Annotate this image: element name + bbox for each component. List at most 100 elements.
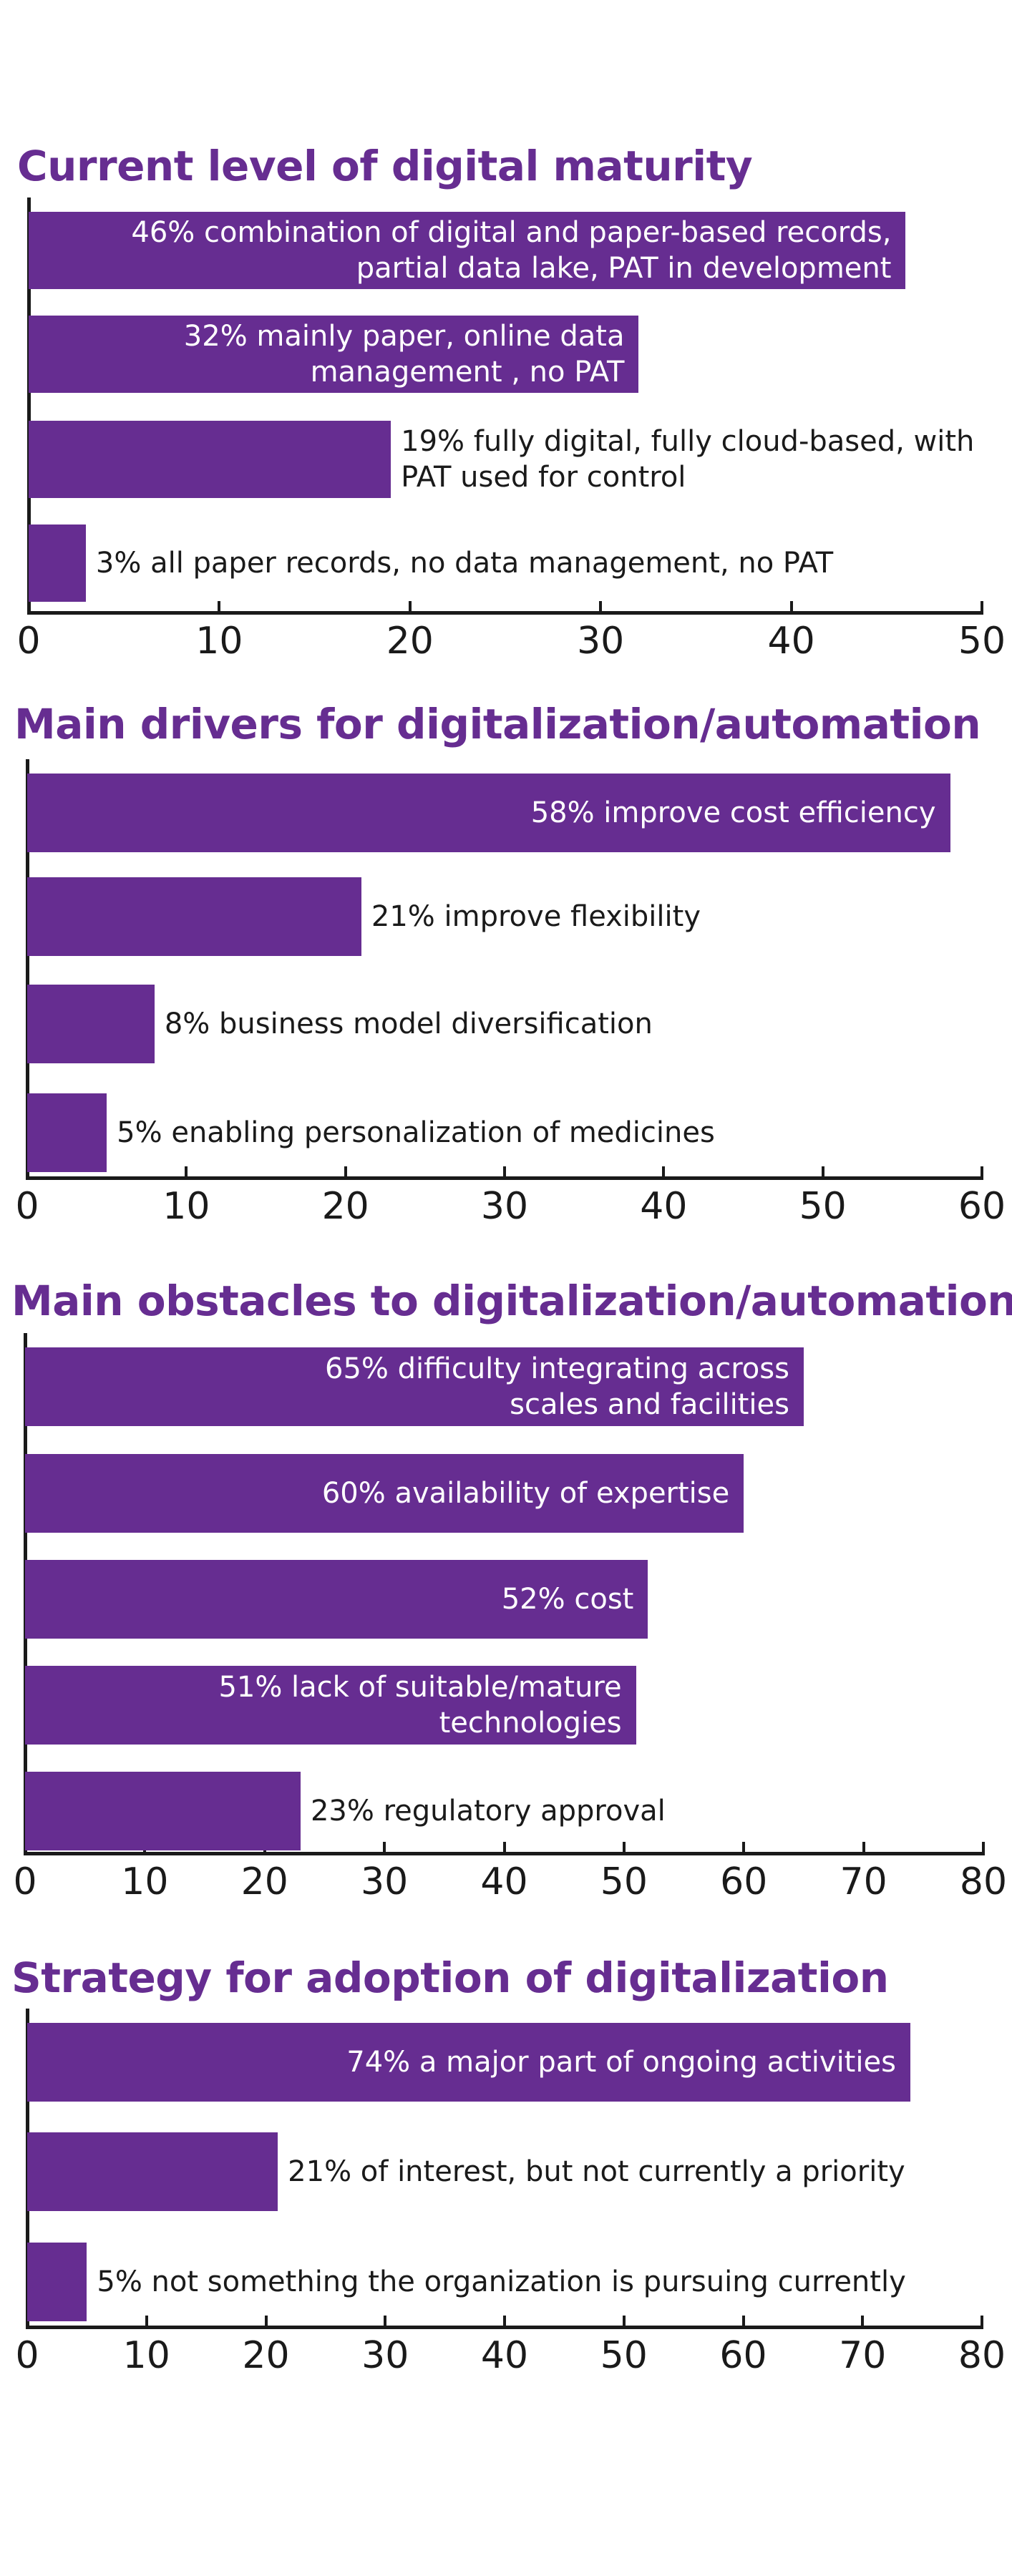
chart-panel: Main drivers for digitalization/automati…: [0, 0, 1012, 1228]
bar: [27, 877, 361, 956]
x-tick-label: 30: [577, 620, 625, 663]
x-tick-mark: [264, 2316, 268, 2328]
x-tick-mark: [26, 2316, 29, 2328]
x-tick-mark: [789, 601, 793, 614]
bar-label: 21% improve flexibility: [371, 900, 701, 933]
x-tick-label: 50: [958, 620, 1006, 663]
x-tick-label: 20: [321, 1185, 369, 1228]
x-tick-mark: [981, 601, 983, 614]
x-tick-mark: [344, 1166, 347, 1179]
chart-title: Current level of digital maturity: [17, 142, 753, 190]
bar-label: 5% not something the organization is pur…: [97, 2265, 906, 2298]
bar-label: 51% lack of suitable/mature technologies: [218, 1671, 622, 1740]
chart-panel: Strategy for adoption of digitalization 0…: [0, 0, 1012, 2377]
x-tick-label: 70: [839, 2334, 887, 2377]
x-tick-label: 10: [195, 620, 243, 663]
x-tick-mark: [503, 1166, 506, 1179]
x-tick-mark: [408, 601, 412, 614]
bar: [27, 2023, 910, 2102]
x-tick-label: 10: [162, 1185, 210, 1228]
x-tick-label: 50: [600, 1860, 648, 1903]
x-tick-mark: [185, 1166, 188, 1179]
x-tick-mark: [662, 1166, 666, 1179]
chart-title: Main obstacles to digitalization/automat…: [11, 1277, 1012, 1325]
x-tick-label: 70: [840, 1860, 887, 1903]
bar-label: 58% improve cost efficiency: [530, 796, 936, 829]
bar: [25, 1560, 648, 1639]
x-tick-label: 30: [480, 1185, 529, 1228]
x-tick-mark: [982, 1842, 985, 1855]
chart-panel: Main obstacles to digitalization/automat…: [0, 0, 1012, 1903]
x-tick-label: 30: [361, 1860, 409, 1903]
x-tick-mark: [502, 1842, 506, 1855]
x-axis-line: [27, 611, 983, 615]
chart-title: Main drivers for digitalization/automati…: [14, 700, 981, 748]
x-tick-label: 0: [15, 2334, 39, 2377]
bar-label: 21% of interest, but not currently a pri…: [288, 2155, 905, 2188]
bar-label: 5% enabling personalization of medicines: [117, 1116, 715, 1149]
x-tick-label: 20: [386, 620, 434, 663]
chart-title: Strategy for adoption of digitalization: [11, 1953, 889, 2002]
bar: [29, 525, 86, 602]
bar-label: 65% difficulty integrating across scales…: [325, 1352, 789, 1421]
bar-label: 19% fully digital, fully cloud-based, wi…: [401, 425, 975, 494]
x-tick-label: 20: [240, 1860, 288, 1903]
x-tick-mark: [622, 2316, 626, 2328]
x-tick-mark: [145, 2316, 148, 2328]
bar: [25, 1772, 301, 1850]
x-tick-mark: [742, 1842, 746, 1855]
x-tick-mark: [981, 2316, 983, 2328]
bar: [25, 1454, 744, 1533]
bar: [25, 1347, 804, 1426]
x-tick-label: 40: [480, 1860, 528, 1903]
x-tick-label: 80: [958, 2334, 1006, 2377]
x-tick-mark: [741, 2316, 745, 2328]
x-tick-mark: [981, 1166, 983, 1179]
x-tick-label: 0: [13, 1860, 37, 1903]
x-tick-label: 40: [480, 2334, 529, 2377]
x-tick-label: 40: [767, 620, 815, 663]
x-tick-label: 60: [720, 1860, 768, 1903]
x-tick-label: 60: [719, 2334, 767, 2377]
x-tick-mark: [861, 2316, 865, 2328]
x-tick-label: 10: [121, 1860, 169, 1903]
y-axis-line: [26, 759, 29, 1179]
bar-label: 8% business model diversification: [164, 1008, 653, 1040]
x-tick-label: 40: [640, 1185, 688, 1228]
x-tick-label: 60: [958, 1185, 1006, 1228]
x-tick-mark: [821, 1166, 824, 1179]
x-tick-mark: [862, 1842, 865, 1855]
x-tick-label: 10: [122, 2334, 170, 2377]
bar: [29, 421, 391, 498]
x-tick-label: 20: [242, 2334, 290, 2377]
bar-label: 32% mainly paper, online data management…: [183, 320, 625, 389]
x-tick-mark: [384, 2316, 387, 2328]
x-tick-label: 0: [16, 620, 41, 663]
x-tick-mark: [383, 1842, 386, 1855]
x-tick-mark: [218, 601, 221, 614]
bar: [27, 1093, 107, 1172]
bar: [25, 1666, 636, 1745]
x-tick-label: 0: [15, 1185, 39, 1228]
x-tick-label: 80: [959, 1860, 1008, 1903]
bar-label: 74% a major part of ongoing activities: [346, 2046, 896, 2079]
bar: [27, 774, 950, 852]
x-tick-mark: [622, 1842, 626, 1855]
bar-label: 46% combination of digital and paper-bas…: [131, 216, 892, 285]
x-tick-label: 30: [361, 2334, 409, 2377]
bar: [29, 212, 906, 289]
x-tick-label: 50: [600, 2334, 648, 2377]
bar-label: 60% availability of expertise: [321, 1477, 730, 1510]
bar-label: 23% regulatory approval: [310, 1795, 666, 1828]
x-tick-mark: [26, 1166, 29, 1179]
bar-label: 3% all paper records, no data management…: [95, 547, 834, 580]
bar-label: 52% cost: [501, 1583, 634, 1616]
bar: [27, 2132, 278, 2211]
y-axis-line: [27, 197, 31, 614]
x-tick-mark: [503, 2316, 506, 2328]
x-tick-mark: [27, 601, 30, 614]
x-tick-mark: [599, 601, 603, 614]
chart-panel: Current level of digital maturity 0 10 20 30…: [0, 0, 1012, 663]
x-tick-label: 50: [799, 1185, 847, 1228]
bar: [27, 985, 155, 1063]
